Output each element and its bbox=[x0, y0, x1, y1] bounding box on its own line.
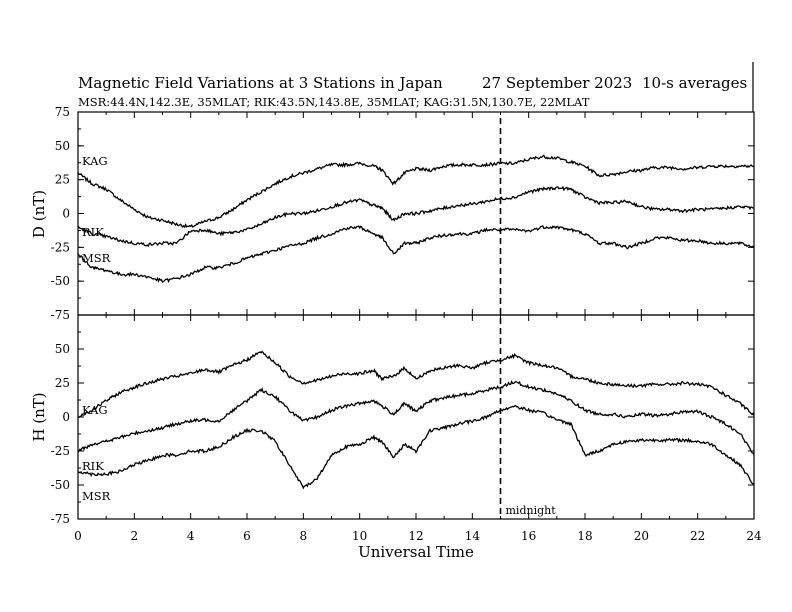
ytick-label: 50 bbox=[55, 342, 70, 356]
series-label-rik-h: RIK bbox=[82, 459, 104, 473]
ytick-label: -75 bbox=[51, 512, 70, 526]
series-line-msr-h bbox=[77, 404, 755, 490]
xtick-label: 10 bbox=[352, 529, 367, 543]
ytick-label: -25 bbox=[51, 240, 70, 254]
ytick-label: 50 bbox=[55, 139, 70, 153]
ytick-label: -50 bbox=[51, 274, 70, 288]
xtick-label: 4 bbox=[187, 529, 195, 543]
ytick-label: 0 bbox=[62, 410, 70, 424]
xtick-label: 8 bbox=[300, 529, 308, 543]
chart-title: Magnetic Field Variations at 3 Stations … bbox=[78, 74, 443, 92]
ytick-label: -50 bbox=[51, 478, 70, 492]
chart-subtitle: MSR:44.4N,142.3E, 35MLAT; RIK:43.5N,143.… bbox=[78, 95, 590, 109]
series-label-msr-d: MSR bbox=[82, 251, 111, 265]
d-axis-label: D (nT) bbox=[30, 190, 48, 238]
series-labels: KAG RIK MSR KAG RIK MSR bbox=[82, 154, 111, 503]
xtick-label: 12 bbox=[408, 529, 423, 543]
chart-averaging: 10-s averages bbox=[642, 74, 747, 92]
xtick-label: 18 bbox=[577, 529, 592, 543]
xtick-label: 6 bbox=[243, 529, 251, 543]
h-axis-label: H (nT) bbox=[30, 392, 48, 441]
xtick-label: 16 bbox=[521, 529, 536, 543]
ytick-label: 0 bbox=[62, 207, 70, 221]
series-label-rik-d: RIK bbox=[82, 225, 104, 239]
series-line-rik-d bbox=[77, 185, 755, 248]
series-line-rik-h bbox=[77, 379, 755, 456]
xtick-label: 2 bbox=[131, 529, 139, 543]
series-line-kag-h bbox=[77, 350, 755, 419]
xtick-label: 20 bbox=[634, 529, 649, 543]
xtick-label: 24 bbox=[746, 529, 762, 543]
ytick-label: -75 bbox=[51, 308, 70, 322]
x-axis-label: Universal Time bbox=[358, 543, 474, 561]
series-label-kag-h: KAG bbox=[82, 403, 108, 417]
midnight-marker: midnight bbox=[499, 118, 557, 519]
series-lines bbox=[77, 154, 755, 490]
series-line-msr-d bbox=[77, 225, 755, 284]
chart-date: 27 September 2023 bbox=[482, 74, 632, 92]
series-line-kag-d bbox=[77, 154, 755, 229]
midnight-label: midnight bbox=[506, 504, 557, 517]
xtick-label: 22 bbox=[690, 529, 705, 543]
ytick-label: 75 bbox=[55, 105, 70, 119]
ytick-label: 25 bbox=[55, 376, 70, 390]
xtick-label: 14 bbox=[465, 529, 481, 543]
ytick-label: -25 bbox=[51, 444, 70, 458]
ytick-label: 25 bbox=[55, 173, 70, 187]
series-label-kag-d: KAG bbox=[82, 154, 108, 168]
d-panel-frame bbox=[77, 111, 755, 316]
xtick-label: 0 bbox=[74, 529, 82, 543]
series-label-msr-h: MSR bbox=[82, 489, 111, 503]
